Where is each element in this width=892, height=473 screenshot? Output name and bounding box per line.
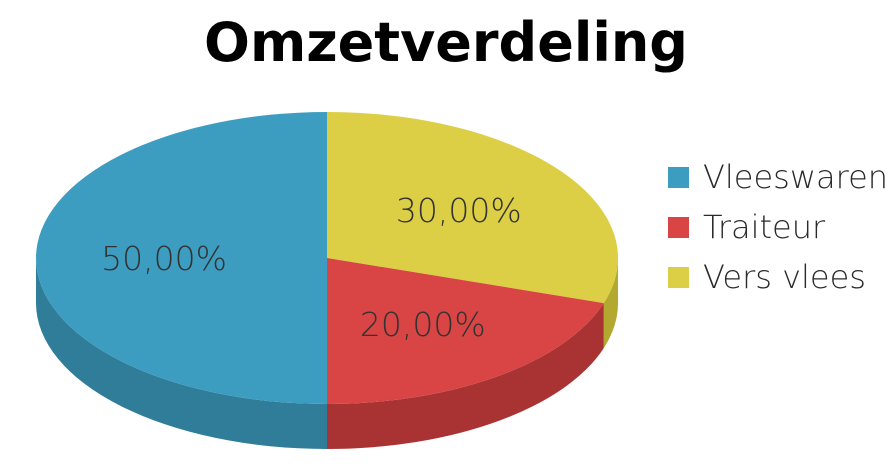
legend-swatch-vers-vlees (668, 266, 689, 288)
pie-slice-vleeswaren (36, 112, 327, 404)
pie-side-traiteur (327, 303, 604, 449)
pie-slices (36, 112, 618, 404)
legend-item-vers-vlees: Vers vlees (668, 252, 888, 302)
pie-sides (36, 258, 618, 449)
legend-label: Vers vlees (703, 258, 866, 296)
pie-data-labels: 50,00% 30,00% 20,00% (101, 191, 522, 344)
legend: Vleeswaren Traiteur Vers vlees (668, 152, 888, 302)
pie-side-vers-vlees (603, 258, 618, 349)
legend-item-traiteur: Traiteur (668, 202, 888, 252)
pie-slice-traiteur (327, 258, 604, 404)
data-label-vers-vlees: 30,00% (396, 191, 522, 230)
legend-label: Vleeswaren (703, 158, 889, 196)
pie-side-vleeswaren (36, 258, 327, 449)
chart-title: Omzetverdeling (204, 11, 688, 74)
pie-slice-vers-vlees (327, 112, 618, 304)
legend-swatch-traiteur (668, 216, 689, 238)
data-label-traiteur: 20,00% (360, 305, 486, 344)
legend-swatch-vleeswaren (668, 166, 689, 188)
legend-label: Traiteur (703, 208, 826, 246)
legend-item-vleeswaren: Vleeswaren (668, 152, 888, 202)
data-label-vleeswaren: 50,00% (101, 239, 227, 278)
